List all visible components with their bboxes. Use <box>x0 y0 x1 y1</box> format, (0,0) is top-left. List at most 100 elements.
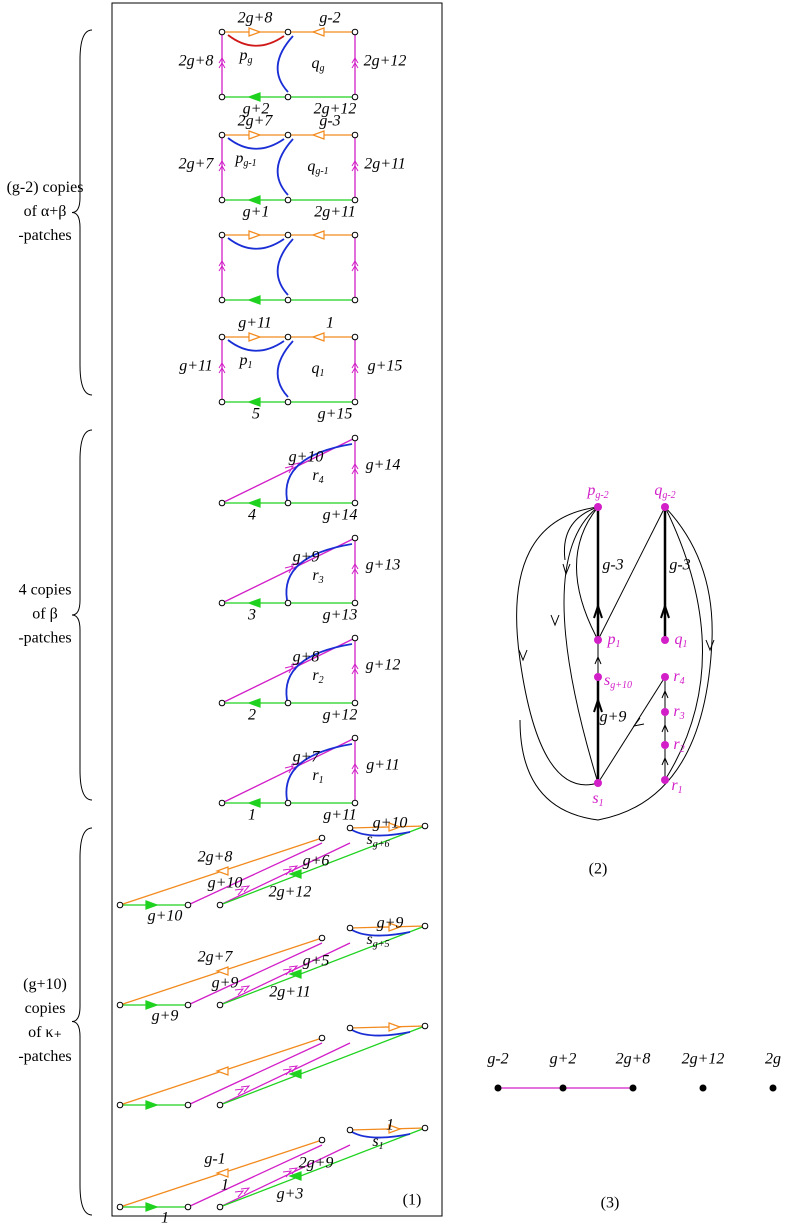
edge-label: g+10 <box>289 449 324 466</box>
path-label-sub: 2 <box>319 675 324 686</box>
vertex <box>284 799 292 807</box>
node-label-base: q <box>675 631 683 648</box>
graph-node <box>661 708 669 716</box>
edge-label: 1 <box>326 315 334 332</box>
arc <box>285 543 353 601</box>
vertex <box>284 333 292 341</box>
vertex <box>351 333 359 341</box>
node-label-sub: 3 <box>679 711 685 722</box>
vertex <box>284 499 292 507</box>
double-arrow <box>234 865 299 896</box>
brace-label: (g+10) <box>23 976 67 993</box>
path-label-base: q <box>312 360 320 377</box>
edge-label: g+11 <box>323 807 357 824</box>
vertex <box>184 1001 192 1009</box>
arrow <box>288 1171 302 1181</box>
graph-node <box>661 636 669 644</box>
vertex <box>351 231 359 239</box>
arrow <box>388 1124 402 1134</box>
vertex <box>421 822 429 830</box>
graph-node <box>594 636 602 644</box>
graph-edges <box>516 506 715 821</box>
brace-label: of β <box>32 606 57 623</box>
panel-label: (1) <box>403 1192 422 1209</box>
edge <box>219 825 426 906</box>
edge-label: g+11 <box>179 358 213 375</box>
path-label-base: s <box>367 931 373 948</box>
double-arrow <box>351 160 359 172</box>
brace-label: -patches <box>18 1048 71 1065</box>
vertex <box>216 1001 224 1009</box>
path-label: r3 <box>312 567 323 587</box>
node-label-sub: 1 <box>599 798 604 809</box>
arc <box>276 35 294 93</box>
node-label: r2 <box>673 736 684 756</box>
edge <box>349 825 426 829</box>
arrow <box>288 969 302 979</box>
path-label: s1 <box>372 1133 383 1153</box>
vertex <box>351 434 359 442</box>
node-label: r1 <box>671 777 682 797</box>
vertex <box>218 398 226 406</box>
edge-label: 2g+7 <box>179 156 215 173</box>
edge-label: g-3 <box>602 557 623 574</box>
vertex <box>351 398 359 406</box>
node-label: g-2 <box>487 1051 508 1068</box>
panel-label: (3) <box>601 1195 620 1212</box>
edge-label: g+10 <box>148 908 183 925</box>
graph-node <box>594 503 602 511</box>
path-label: pg <box>239 47 253 67</box>
path-label: qg-1 <box>307 158 328 178</box>
edge-label: g+3 <box>277 1186 304 1203</box>
node-label: r4 <box>673 668 684 688</box>
edge <box>187 842 323 906</box>
vertex <box>346 824 354 832</box>
path-label-sub: g <box>248 55 253 66</box>
edge <box>187 1144 323 1208</box>
edge-label: g+9 <box>377 915 404 932</box>
vertex <box>421 922 429 930</box>
double-arrow <box>351 260 359 272</box>
vertex <box>351 296 359 304</box>
vertex <box>218 131 226 139</box>
path-label-sub: 1 <box>320 368 325 379</box>
edge <box>349 925 426 929</box>
path-label: r4 <box>312 467 323 487</box>
graph-node <box>494 1084 502 1092</box>
arrow <box>311 332 325 342</box>
arc <box>276 238 294 296</box>
path-label-base: r <box>312 767 319 784</box>
node-label: p1 <box>607 631 621 651</box>
node-label-sub: g-2 <box>595 490 608 501</box>
vertex <box>284 28 292 36</box>
edge-label: 2g+11 <box>364 156 406 173</box>
edge-label: 2g+11 <box>269 984 311 1001</box>
vertex <box>218 699 226 707</box>
brace <box>71 827 93 1216</box>
path-label-sub: 1 <box>379 1141 384 1152</box>
graph-node <box>594 673 602 681</box>
double-arrow <box>218 160 226 172</box>
vertex <box>351 196 359 204</box>
path-label-sub: 1 <box>319 775 324 786</box>
node-label: sg+10 <box>604 672 632 692</box>
vertex <box>216 1101 224 1109</box>
vertex <box>351 93 359 101</box>
edge-label: 2g+12 <box>269 884 312 901</box>
edge <box>187 1042 323 1106</box>
vertex <box>318 934 326 942</box>
brace-label: -patches <box>18 630 71 647</box>
edge-label: g+6 <box>303 853 330 870</box>
vertex <box>284 131 292 139</box>
edge-label: g+5 <box>303 953 330 970</box>
edge-label: g-3 <box>669 557 690 574</box>
arrow <box>247 598 261 608</box>
node-label-base: r <box>673 668 680 685</box>
path-label-sub: g <box>320 63 325 74</box>
path-label: qg <box>312 55 325 75</box>
vertex <box>346 1126 354 1134</box>
node-label-base: s <box>604 672 610 689</box>
arrow <box>248 230 262 240</box>
path-label-base: p <box>234 150 243 167</box>
